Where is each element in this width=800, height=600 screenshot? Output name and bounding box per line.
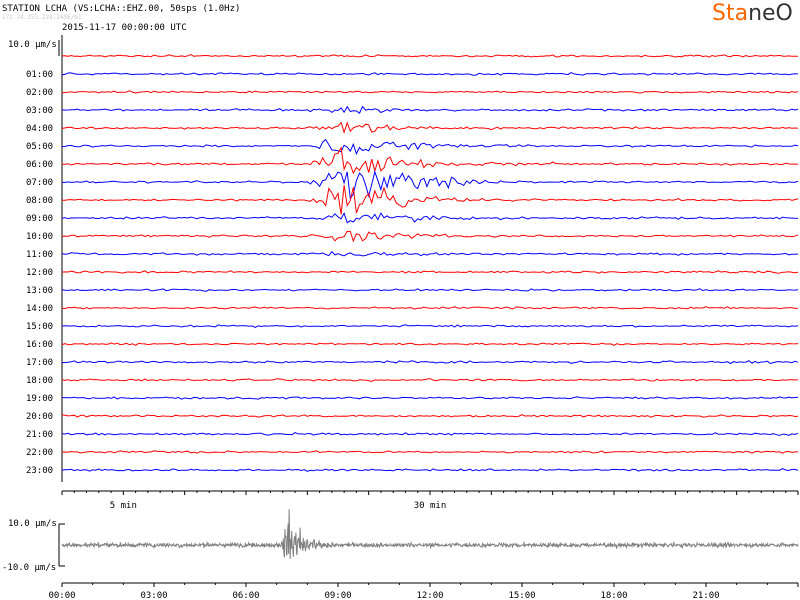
hour-tick-label: 03:00 — [140, 591, 167, 600]
trace-row — [61, 324, 799, 328]
row-label: 04:00 — [26, 124, 53, 134]
trace-row — [62, 170, 799, 200]
row-label: 08:00 — [26, 196, 53, 206]
day-trace-top-label: 10.0 µm/s — [8, 519, 57, 529]
trace-row — [61, 146, 799, 175]
trace-row — [61, 121, 799, 134]
row-label: 17:00 — [26, 358, 53, 368]
station-title: STATION LCHA (VS:LCHA::EHZ.00, 50sps (1.… — [2, 4, 240, 14]
row-label: 09:00 — [26, 214, 53, 224]
row-label: 07:00 — [26, 178, 53, 188]
trace-row — [62, 185, 799, 215]
row-label: 16:00 — [26, 340, 53, 350]
trace-row — [62, 396, 799, 400]
trace-row — [61, 414, 799, 418]
trace-row — [61, 105, 799, 114]
row-label: 12:00 — [26, 268, 53, 278]
row-label: 14:00 — [26, 304, 53, 314]
minute-tick-label: 30 min — [414, 501, 447, 511]
row-label: 13:00 — [26, 286, 53, 296]
row-label: 06:00 — [26, 160, 53, 170]
trace-row — [61, 342, 799, 346]
trace-row — [61, 250, 799, 257]
trace-row — [61, 54, 799, 58]
hour-tick-label: 06:00 — [232, 591, 259, 600]
logo-part-1: Sta — [712, 1, 748, 26]
trace-row — [61, 468, 799, 472]
row-label: 03:00 — [26, 106, 53, 116]
trace-row — [61, 72, 799, 76]
trace-row — [61, 450, 799, 454]
row-label: 05:00 — [26, 142, 53, 152]
hour-tick-label: 00:00 — [48, 591, 75, 600]
trace-row — [61, 432, 799, 436]
date-label: 2015-11-17 00:00:00 UTC — [62, 23, 187, 33]
logo-part-2: neO — [748, 1, 793, 26]
trace-row — [61, 360, 799, 365]
row-label: 15:00 — [26, 322, 53, 332]
row-label: 21:00 — [26, 430, 53, 440]
row-label: 11:00 — [26, 250, 53, 260]
trace-row — [61, 138, 799, 156]
station-address: 172.24.255.229:2456/m1 — [2, 14, 82, 21]
hour-tick-label: 21:00 — [692, 591, 719, 600]
trace-row — [61, 288, 799, 292]
row-label: 19:00 — [26, 394, 53, 404]
day-trace-line — [61, 509, 799, 559]
helicorder-scale-label: 10.0 µm/s — [8, 40, 57, 50]
row-label: 02:00 — [26, 88, 53, 98]
row-label: 22:00 — [26, 448, 53, 458]
day-trace-bottom-label: -10.0 µm/s — [2, 563, 56, 573]
row-label: 18:00 — [26, 376, 53, 386]
row-label: 20:00 — [26, 412, 53, 422]
trace-row — [61, 270, 799, 274]
row-label: 10:00 — [26, 232, 53, 242]
hour-tick-label: 15:00 — [508, 591, 535, 600]
trace-row — [61, 90, 799, 94]
trace-row — [61, 212, 799, 224]
hour-tick-label: 09:00 — [324, 591, 351, 600]
day-trace-plot: 10.0 µm/s -10.0 µm/s 00:00 03:00 06:00 09:00 1… — [2, 509, 799, 600]
trace-row — [61, 306, 799, 310]
hour-tick-label: 18:00 — [600, 591, 627, 600]
staneo-logo: StaneO — [712, 1, 793, 26]
trace-row — [61, 378, 799, 382]
helicorder-plot: 10.0 µm/s 01:00 02:00 03:00 04:00 05:00 06:00 0… — [8, 35, 799, 511]
row-label: 23:00 — [26, 466, 53, 476]
row-label: 01:00 — [26, 70, 53, 80]
trace-row — [61, 230, 799, 243]
hour-tick-label: 12:00 — [416, 591, 443, 600]
minute-tick-label: 5 min — [110, 501, 137, 511]
